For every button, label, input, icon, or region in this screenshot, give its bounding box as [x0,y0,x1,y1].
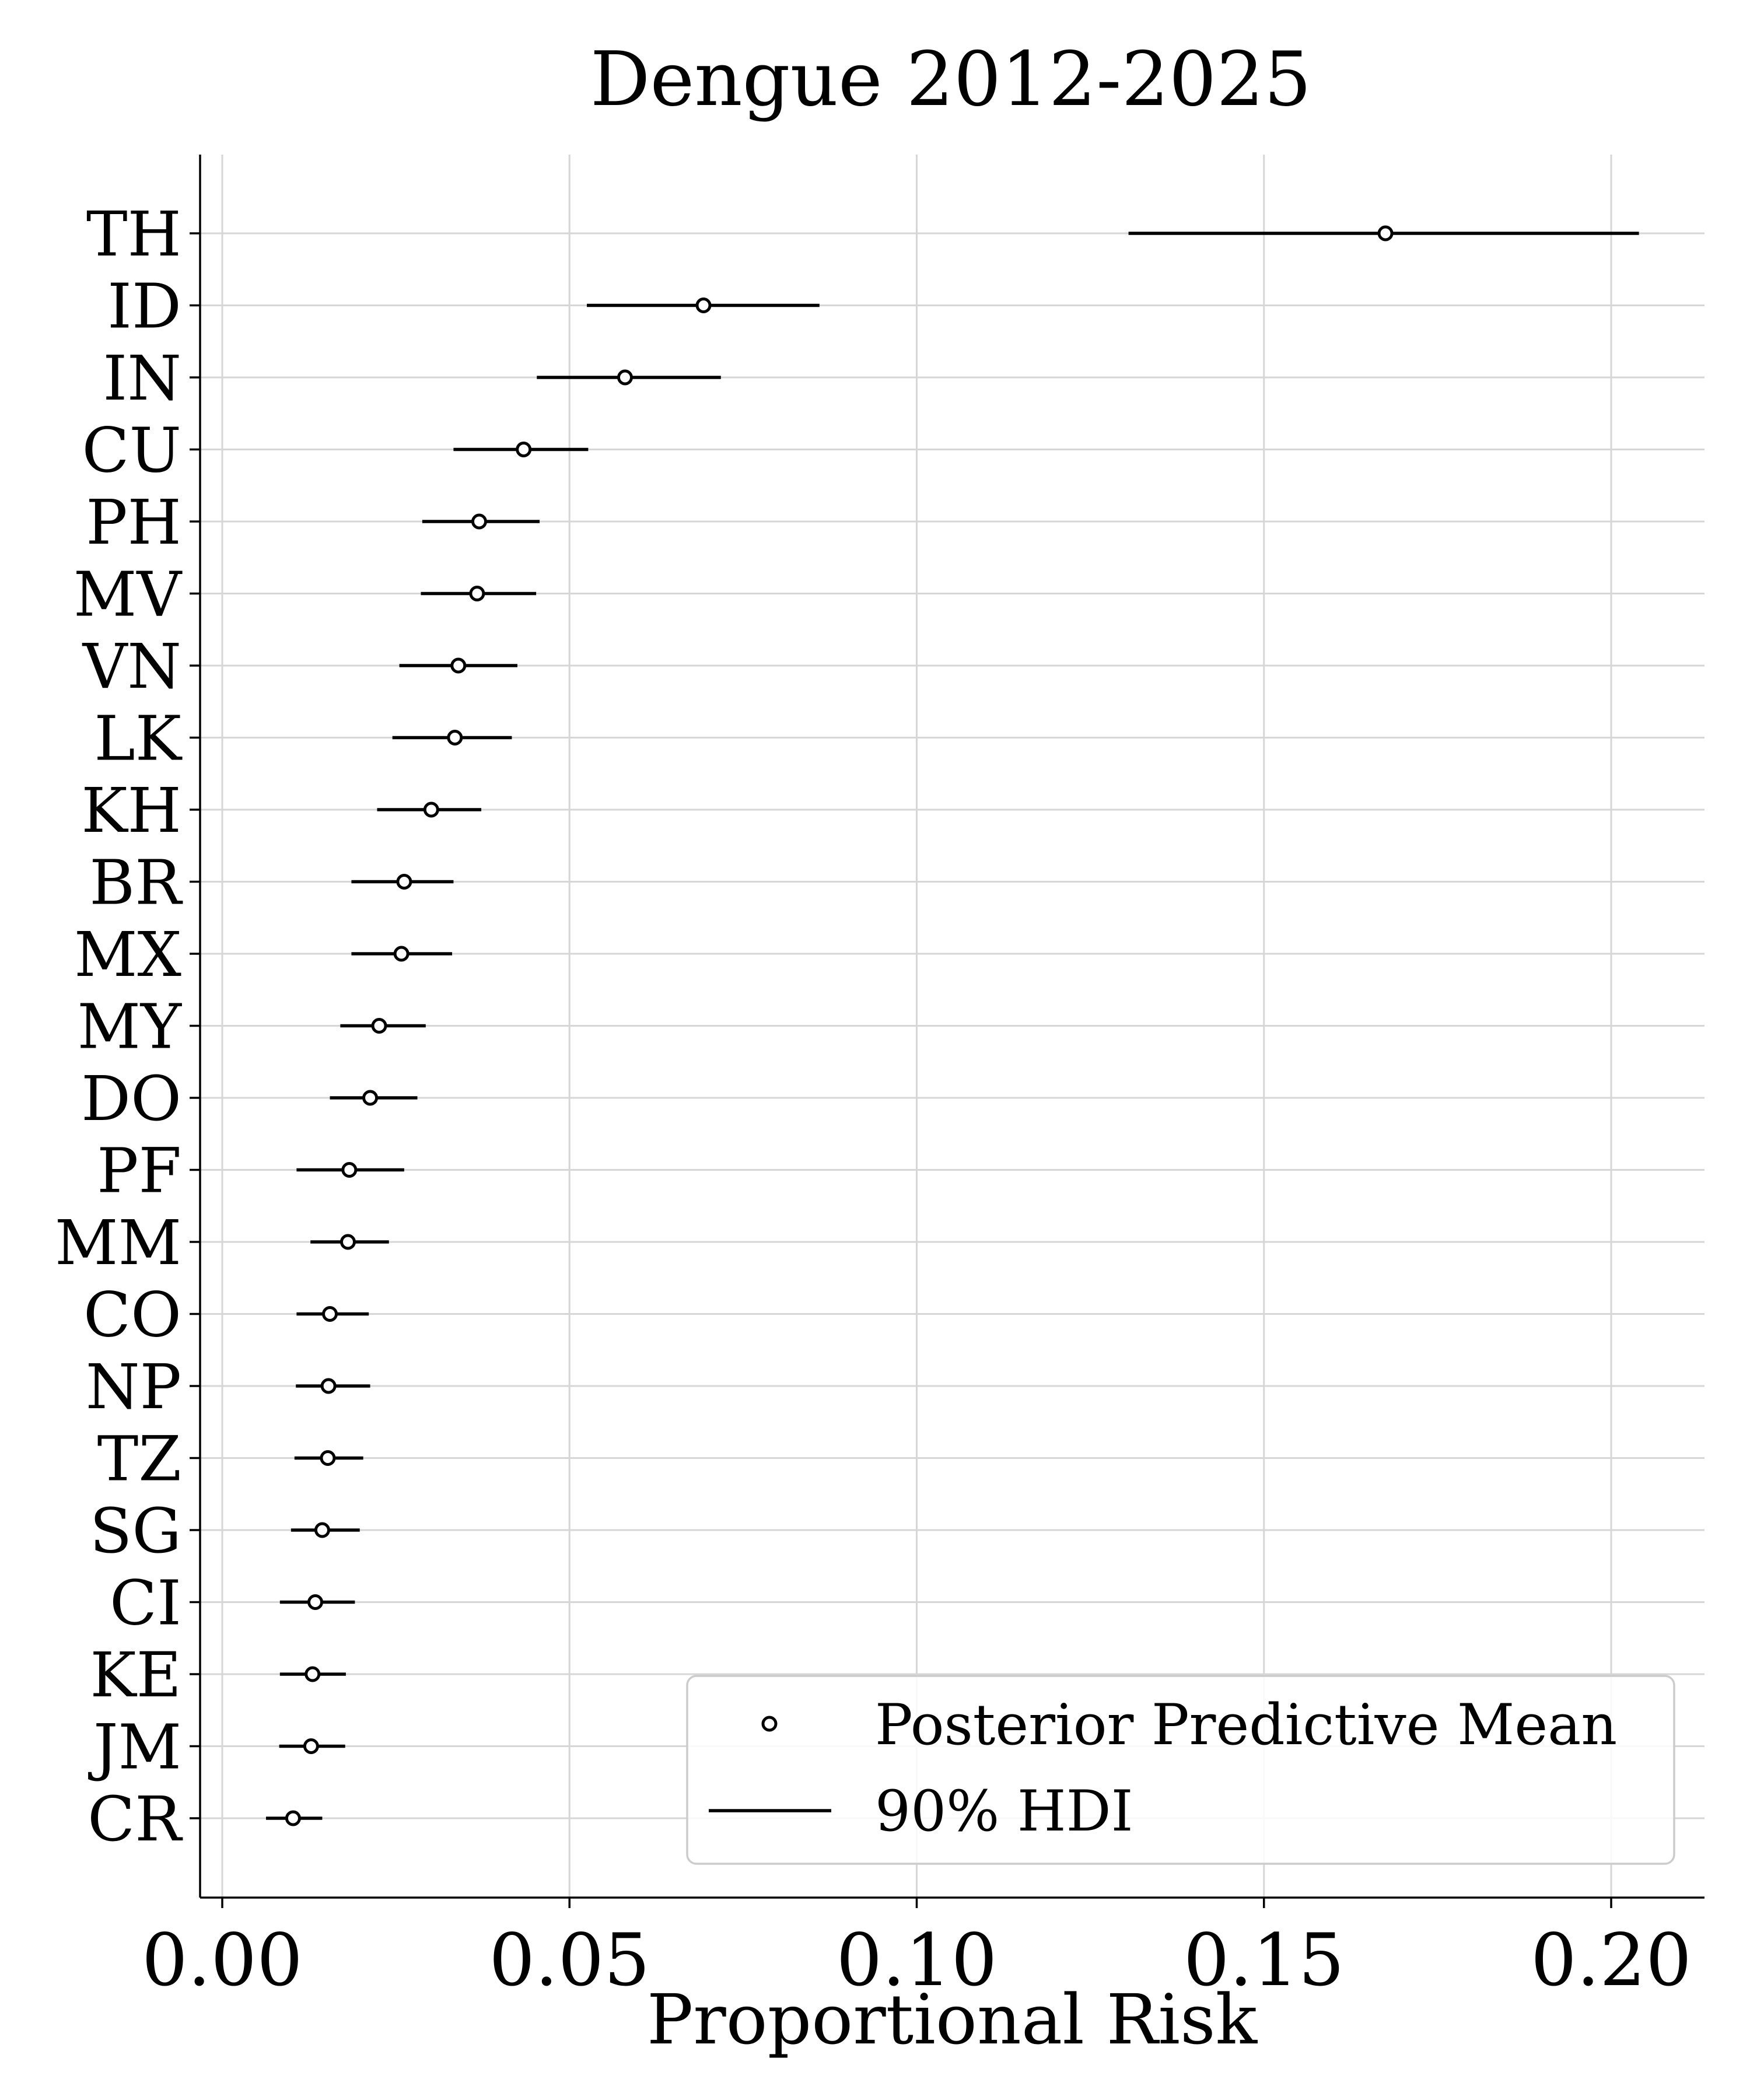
mean-marker-my [371,1018,387,1034]
y-tick-labels: THIDINCUPHMVVNLKKHBRMXMYDOPFMMCONPTZSGCI… [55,198,200,1855]
y-tick-label-cr: CR [88,1783,183,1855]
grid-lines [200,155,1704,1898]
y-tick-label-br: BR [89,847,183,919]
mean-marker-th [1377,225,1394,242]
y-tick-label-cu: CU [82,415,181,487]
x-tick-label: 0.05 [489,1919,650,2003]
y-tick-label-do: DO [81,1063,181,1135]
mean-marker-cu [516,442,532,457]
mean-marker-tz [320,1450,336,1466]
mean-marker-do [362,1090,379,1106]
y-tick-label-pf: PF [97,1135,181,1207]
y-tick-label-ph: PH [86,487,181,558]
y-tick-label-mv: MV [74,559,183,631]
chart-title: Dengue 2012-2025 [590,36,1311,123]
legend: Posterior Predictive Mean 90% HDI [686,1675,1675,1865]
legend-frame [686,1675,1675,1865]
y-tick-label-kh: KH [81,775,181,846]
y-tick-label-tz: TZ [97,1423,181,1495]
mean-marker-jm [303,1738,319,1754]
mean-marker-cr [285,1810,301,1826]
legend-hdi-label: 90% HDI [875,1779,1133,1844]
x-tick-label: 0.10 [836,1919,997,2003]
y-tick-label-jm: JM [88,1712,181,1783]
y-tick-label-vn: VN [82,631,181,702]
y-tick-label-ke: KE [90,1639,181,1711]
y-tick-label-mm: MM [55,1207,181,1279]
y-tick-label-sg: SG [90,1495,181,1567]
mean-marker-sg [314,1522,330,1538]
mean-marker-lk [447,730,463,746]
y-tick-label-ci: CI [110,1567,181,1639]
x-axis-label: Proportional Risk [647,1979,1258,2060]
mean-marker-ph [471,513,487,530]
mean-marker-vn [450,657,467,674]
mean-marker-ke [304,1666,321,1682]
mean-marker-in [617,369,633,386]
x-tick-labels: 0.00 0.05 0.10 0.15 0.20 [142,1898,1692,2003]
legend-mean-label: Posterior Predictive Mean [875,1692,1617,1758]
mean-marker-mm [340,1234,356,1250]
y-tick-label-lk: LK [94,703,182,775]
x-tick-label: 0.00 [142,1919,303,2003]
mean-marker-id [695,298,712,313]
mean-markers [285,225,1394,1826]
y-tick-label-my: MY [77,991,182,1063]
mean-marker-np [320,1378,337,1394]
y-tick-label-id: ID [107,271,181,342]
mean-marker-kh [423,802,439,818]
mean-marker-mx [393,946,410,962]
mean-marker-br [396,874,412,890]
y-tick-label-np: NP [86,1351,181,1423]
mean-marker-mv [469,586,485,601]
mean-marker-ci [307,1594,324,1610]
y-tick-label-th: TH [86,198,181,270]
mean-marker-pf [341,1162,358,1178]
y-tick-label-co: CO [83,1279,181,1351]
x-tick-label: 0.15 [1184,1919,1345,2003]
y-tick-label-mx: MX [74,919,181,991]
y-tick-label-in: IN [103,342,181,414]
legend-mean-marker [761,1716,778,1732]
mean-marker-co [322,1306,338,1322]
x-tick-label: 0.20 [1531,1919,1692,2003]
